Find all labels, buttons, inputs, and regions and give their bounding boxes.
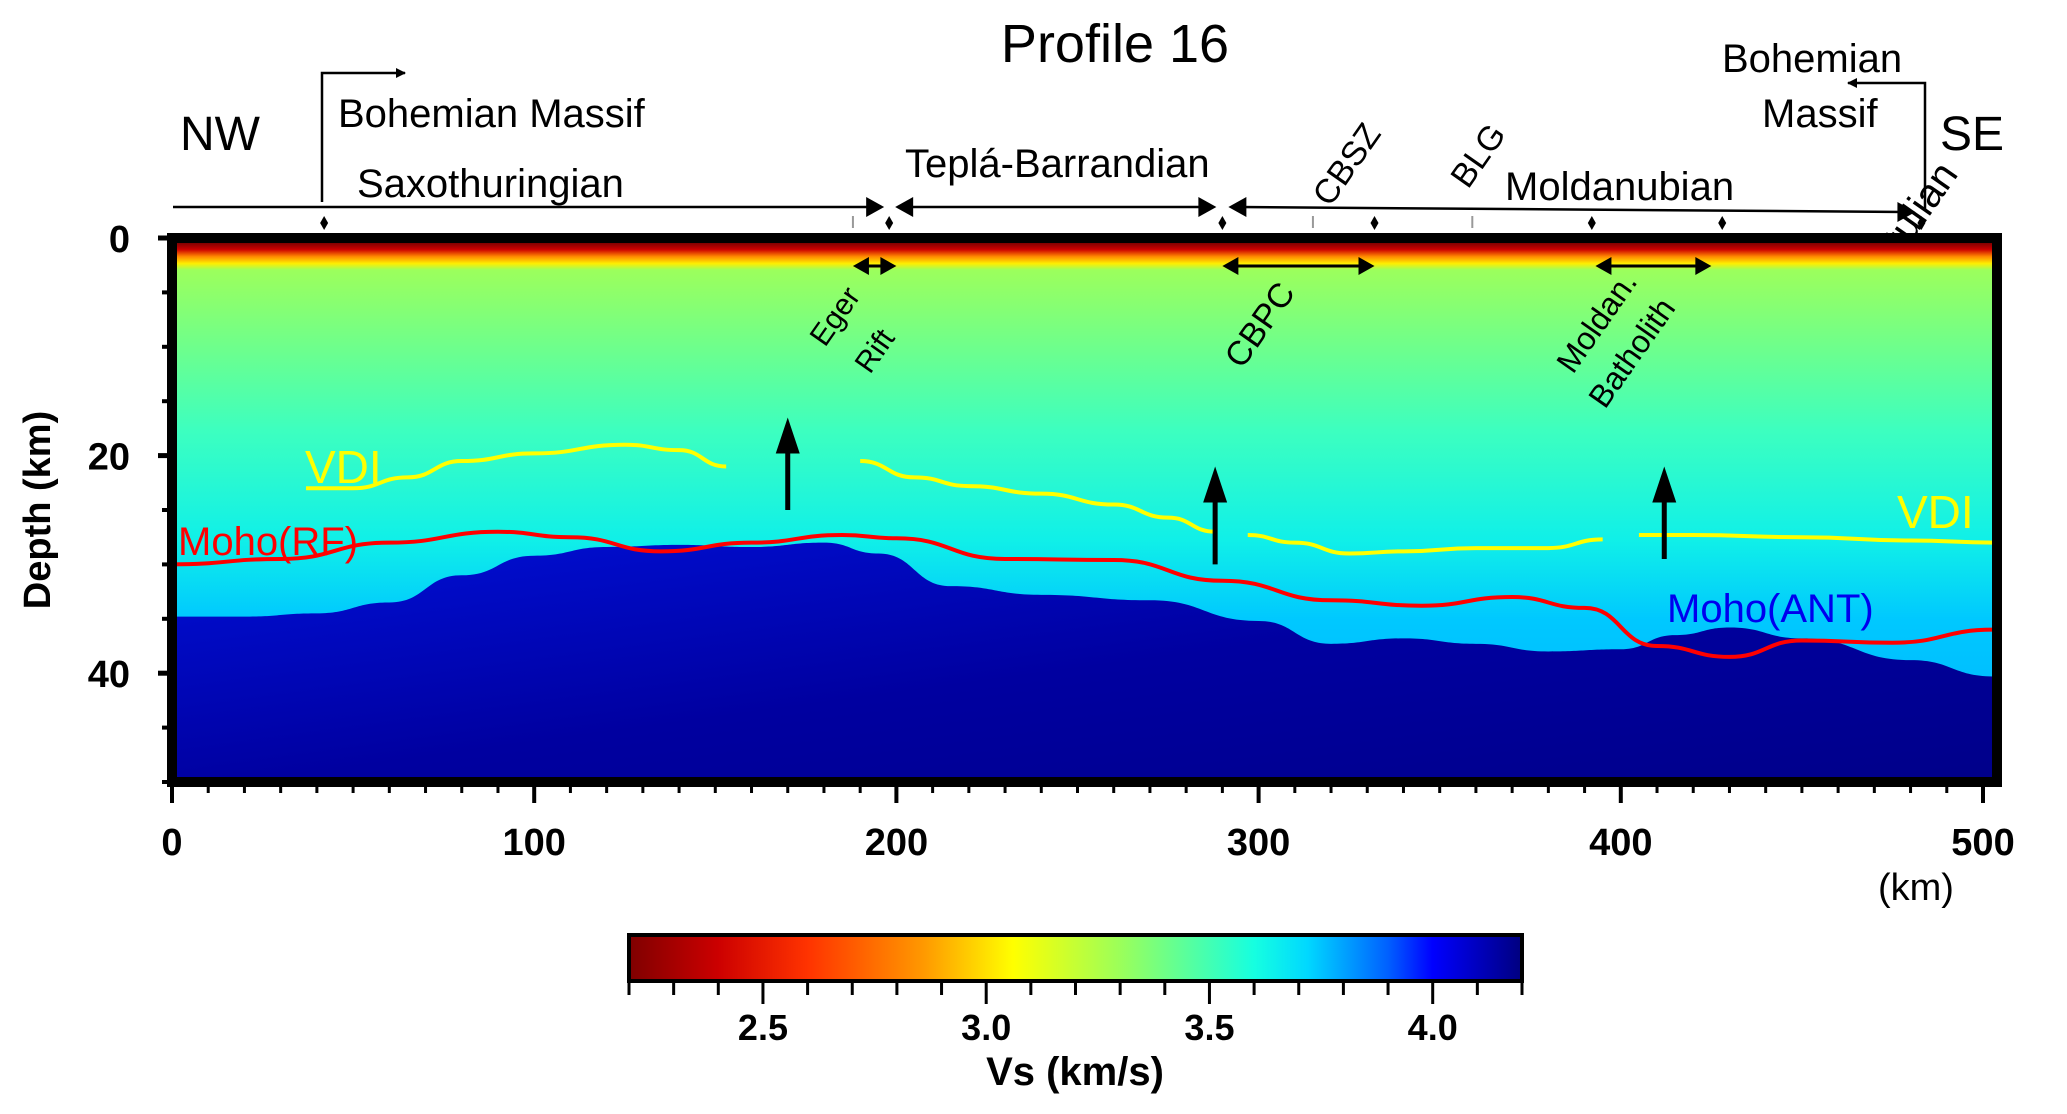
label-moho-ant: Moho(ANT) xyxy=(1667,587,1874,631)
mantle-fill xyxy=(172,542,1993,782)
bohemian-massif-left-label: Bohemian Massif xyxy=(338,92,646,136)
y-tick-label: 20 xyxy=(88,437,130,479)
arrow-head xyxy=(1228,197,1247,217)
colorbar xyxy=(627,933,1524,983)
arrow-head xyxy=(1198,197,1217,217)
unit-saxothuringian: Saxothuringian xyxy=(357,162,624,206)
cb-tick-label: 3.5 xyxy=(1184,1007,1234,1048)
arrow-head xyxy=(895,197,914,217)
diamond-marker xyxy=(320,216,329,230)
vdi-line-segment xyxy=(860,459,1216,534)
unit-moldanubian: Moldanubian xyxy=(1505,165,1734,209)
up-arrow-head xyxy=(1203,466,1228,503)
x-axis: 0 100 200 300 400 500 xyxy=(161,784,2015,864)
chart-title: Profile 16 xyxy=(1001,14,1229,74)
arrow-head xyxy=(852,257,869,275)
label-moho-rf: Moho(RF) xyxy=(178,520,358,564)
label-blg: BLG xyxy=(1443,117,1513,195)
y-axis-label: Depth (km) xyxy=(17,411,59,609)
moho-rf-line xyxy=(172,529,1993,659)
direction-se: SE xyxy=(1940,108,2004,161)
arrow-head xyxy=(1695,257,1712,275)
arrow-head xyxy=(1897,202,1916,222)
velocity-section xyxy=(172,243,1993,782)
y-axis: 0 20 40 xyxy=(88,219,170,784)
x-tick-label: 300 xyxy=(1227,822,1290,864)
y-tick-label: 0 xyxy=(109,219,130,261)
diamond-marker xyxy=(1218,216,1227,230)
colorbar-label: Vs (km/s) xyxy=(986,1050,1164,1094)
arrow-head xyxy=(1358,257,1375,275)
direction-nw: NW xyxy=(180,108,261,161)
diamond-marker xyxy=(885,216,894,230)
bohemian-massif-right-label-1: Bohemian xyxy=(1722,37,1902,81)
unit-arrows xyxy=(173,197,1916,222)
arrow-head xyxy=(880,257,897,275)
x-tick-label: 500 xyxy=(1951,822,2014,864)
cb-tick-label: 4.0 xyxy=(1408,1007,1458,1048)
bohemian-massif-right-label-2: Massif xyxy=(1762,92,1878,136)
x-tick-label: 200 xyxy=(865,822,928,864)
arrow-head xyxy=(866,197,885,217)
inside-annotations xyxy=(852,257,1712,275)
up-arrow-head xyxy=(1652,466,1677,503)
up-arrow-head xyxy=(775,417,800,454)
colorbar-axis: 2.5 3.0 3.5 4.0 xyxy=(627,983,1524,1048)
cb-tick-label: 3.0 xyxy=(961,1007,1011,1048)
bohemian-massif-left-bracket xyxy=(320,68,406,202)
unit-tepla-barrandian: Teplá-Barrandian xyxy=(905,142,1210,186)
diamond-marker xyxy=(1917,216,1926,230)
diamond-marker xyxy=(1718,216,1727,230)
label-cbsz: CBSZ xyxy=(1305,117,1388,213)
vdi-line-segment xyxy=(1247,533,1603,556)
diamond-marker xyxy=(1587,216,1596,230)
unit-extent-arrow xyxy=(1238,205,1906,214)
plot-frame xyxy=(167,233,2002,787)
y-tick-label: 40 xyxy=(88,654,130,696)
label-vdi-right: VDI xyxy=(1897,486,1974,538)
boundary-markers xyxy=(320,216,1926,230)
x-tick-label: 0 xyxy=(161,822,182,864)
cb-tick-label: 2.5 xyxy=(738,1007,788,1048)
arrow-head xyxy=(1595,257,1612,275)
bohemian-massif-right-bracket xyxy=(1847,78,1927,210)
vdi-line-segment xyxy=(1638,533,1993,545)
x-tick-label: 400 xyxy=(1589,822,1652,864)
x-axis-label: (km) xyxy=(1878,867,1954,909)
label-vdi-left: VDI xyxy=(305,441,382,493)
x-tick-label: 100 xyxy=(502,822,565,864)
arrow-head xyxy=(1222,257,1239,275)
vdi-line-segment xyxy=(306,442,727,491)
diamond-marker xyxy=(1370,216,1379,230)
